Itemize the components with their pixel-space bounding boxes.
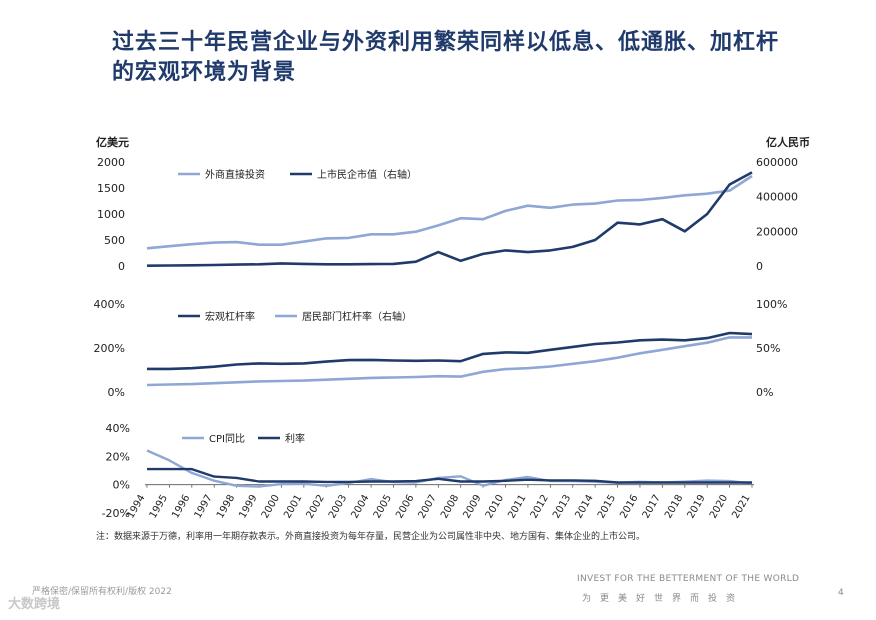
x-tick-label: 2011 bbox=[506, 493, 528, 521]
y-tick-left: 1000 bbox=[97, 208, 125, 221]
x-tick-label: 2017 bbox=[641, 493, 663, 521]
y-tick-left: 40% bbox=[106, 422, 130, 435]
y-tick-left: -20% bbox=[102, 507, 130, 520]
y-tick-left: 0 bbox=[118, 260, 125, 273]
slogan-cn: 为更美好世界而投资 bbox=[582, 594, 745, 604]
x-tick-label: 1997 bbox=[193, 493, 215, 521]
source-note: 注：数据来源于万德，利率用一年期存款表示。外商直接投资为每年存量，民营企业为公司… bbox=[96, 532, 646, 542]
x-tick-label: 1996 bbox=[170, 493, 192, 521]
y-tick-left: 1500 bbox=[97, 182, 125, 195]
y-axis-unit-right: 亿人民币 bbox=[766, 135, 810, 149]
x-tick-label: 2018 bbox=[663, 493, 685, 521]
x-tick-label: 2016 bbox=[618, 493, 640, 521]
x-tick-label: 2003 bbox=[327, 493, 349, 521]
watermark-logo: 大数跨境 bbox=[8, 597, 61, 612]
x-tick-label: 2005 bbox=[372, 493, 394, 521]
x-tick-label: 2008 bbox=[439, 493, 461, 521]
legend-private-mktcap-label: 上市民企市值（右轴） bbox=[317, 168, 417, 181]
y-tick-left: 0% bbox=[108, 386, 125, 399]
y-tick-right: 600000 bbox=[756, 156, 798, 169]
x-tick-label: 2009 bbox=[461, 493, 483, 521]
legend-household-leverage-label: 居民部门杠杆率（右轴） bbox=[302, 310, 412, 323]
y-tick-right: 400000 bbox=[756, 191, 798, 204]
x-tick-label: 2001 bbox=[282, 493, 304, 521]
x-tick-label: 2021 bbox=[730, 493, 752, 521]
page-title: 过去三十年民营企业与外资利用繁荣同样以低息、低通胀、加杠杆的宏观环境为背景 bbox=[112, 30, 780, 85]
y-axis-unit-left: 亿美元 bbox=[96, 135, 129, 149]
x-tick-label: 2010 bbox=[484, 493, 506, 521]
x-tick-label: 2004 bbox=[349, 493, 371, 521]
x-tick-label: 2007 bbox=[417, 493, 439, 521]
x-tick-label: 1995 bbox=[148, 493, 170, 521]
y-tick-right: 0% bbox=[756, 386, 773, 399]
series-line-interest-rate bbox=[147, 467, 752, 484]
x-tick-label: 2012 bbox=[529, 493, 551, 521]
x-tick-label: 2002 bbox=[305, 493, 327, 521]
legend-fdi-label: 外商直接投资 bbox=[205, 168, 265, 181]
x-tick-label: 1998 bbox=[215, 493, 237, 521]
legend-cpi-label: CPI同比 bbox=[209, 433, 245, 445]
x-tick-label: 2013 bbox=[551, 493, 573, 521]
x-tick-label: 2020 bbox=[708, 493, 730, 521]
y-tick-left: 20% bbox=[106, 450, 130, 463]
x-tick-label: 1999 bbox=[237, 493, 259, 521]
x-tick-label: 2014 bbox=[573, 493, 595, 521]
series-line-household-leverage bbox=[146, 336, 752, 387]
y-tick-left: 2000 bbox=[97, 156, 125, 169]
y-tick-right: 200000 bbox=[756, 225, 798, 238]
legend-interest-rate-label: 利率 bbox=[285, 432, 305, 445]
series-line-private-mktcap bbox=[146, 171, 753, 267]
y-tick-right: 0 bbox=[756, 260, 763, 273]
x-tick-label: 2015 bbox=[596, 493, 618, 521]
y-tick-left: 0% bbox=[113, 479, 130, 492]
y-tick-right: 100% bbox=[756, 298, 787, 311]
y-tick-left: 200% bbox=[94, 342, 125, 355]
y-tick-right: 50% bbox=[756, 342, 780, 355]
series-line-fdi bbox=[146, 174, 753, 250]
slogan-en: INVEST FOR THE BETTERMENT OF THE WORLD bbox=[577, 574, 800, 584]
page-number: 4 bbox=[838, 588, 844, 598]
copyright-text: 严格保密/保留所有权利/版权 2022 bbox=[32, 587, 172, 597]
x-tick-label: 2019 bbox=[686, 493, 708, 521]
x-tick-label: 2006 bbox=[394, 493, 416, 521]
y-tick-left: 500 bbox=[104, 234, 125, 247]
y-tick-left: 400% bbox=[94, 298, 125, 311]
x-tick-label: 2000 bbox=[260, 493, 282, 521]
series-line-macro-leverage bbox=[147, 331, 753, 371]
legend-macro-leverage-label: 宏观杠杆率 bbox=[205, 310, 255, 323]
